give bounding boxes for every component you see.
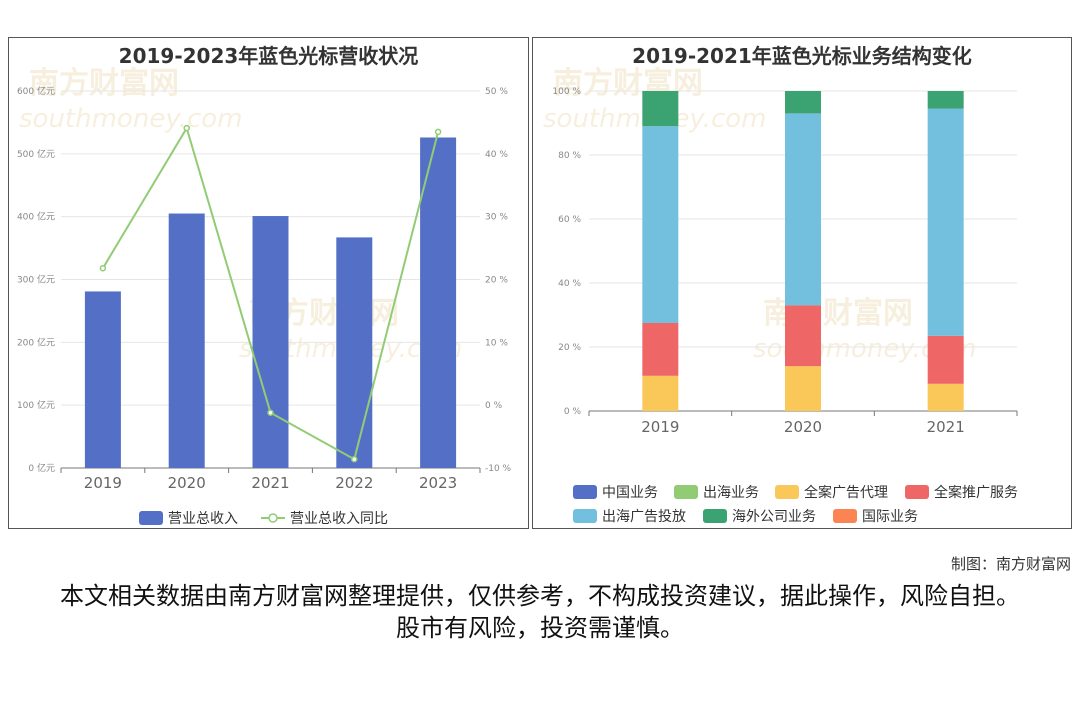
legend-label-revenue: 营业总收入 [168, 511, 238, 527]
x-tick-label: 2023 [419, 474, 457, 492]
chart-credit: 制图：南方财富网 [950, 555, 1071, 573]
y-left-tick-label: 500 亿元 [17, 148, 55, 160]
x-tick-label: 2020 [784, 418, 822, 436]
stacked-segment [642, 91, 679, 127]
y-right-tick-label: 0 % [485, 401, 503, 411]
stacked-segment [785, 305, 821, 367]
business-structure-chart: 南方财富网southmoney.com南方财富网southmoney.com0 … [543, 66, 1018, 525]
legend-swatch [703, 509, 727, 523]
x-tick-label: 2019 [84, 474, 122, 492]
legend-swatch [775, 485, 799, 499]
stacked-segment [785, 366, 821, 411]
yoy-point [99, 264, 107, 272]
legend-label: 中国业务 [602, 485, 658, 501]
stacked-segment [785, 91, 821, 114]
yoy-point [351, 455, 358, 463]
y-tick-label: 80 % [558, 151, 581, 161]
legend-label: 出海业务 [703, 485, 759, 501]
y-tick-label: 100 % [552, 87, 581, 97]
y-right-tick-label: 10 % [485, 338, 508, 348]
y-left-tick-label: 600 亿元 [17, 85, 55, 97]
legend-swatch-yoy-marker [268, 513, 278, 523]
legend-swatch [674, 485, 698, 499]
stacked-segment [927, 383, 964, 411]
x-tick-label: 2019 [641, 418, 679, 436]
y-left-tick-label: 100 亿元 [17, 399, 55, 411]
legend-label-yoy: 营业总收入同比 [290, 511, 388, 527]
y-right-tick-label: -10 % [485, 464, 512, 474]
legend-label: 出海广告投放 [602, 509, 686, 525]
y-left-tick-label: 400 亿元 [17, 211, 55, 223]
y-tick-label: 0 % [564, 407, 582, 417]
legend-swatch [905, 485, 929, 499]
revenue-bar [168, 213, 205, 468]
yoy-point [434, 128, 442, 136]
x-tick-label: 2021 [251, 474, 289, 492]
y-tick-label: 40 % [558, 279, 581, 289]
y-right-tick-label: 40 % [485, 150, 508, 160]
business-structure-chart-panel: 南方财富网southmoney.com南方财富网southmoney.com0 … [532, 37, 1072, 529]
y-left-tick-label: 200 亿元 [17, 336, 55, 348]
y-tick-label: 20 % [558, 343, 581, 353]
stacked-segment [642, 323, 679, 376]
svg-text:南方财富网: 南方财富网 [29, 66, 179, 101]
legend-label: 全案推广服务 [934, 484, 1018, 501]
y-right-tick-label: 20 % [485, 276, 508, 286]
stacked-segment [927, 335, 964, 384]
disclaimer-text: 本文相关数据由南方财富网整理提供，仅供参考，不构成投资建议，据此操作，风险自担。… [60, 582, 1020, 642]
legend-label: 全案广告代理 [804, 484, 888, 501]
revenue-bar [84, 291, 121, 468]
revenue-bar [420, 137, 457, 468]
y-tick-label: 60 % [558, 215, 581, 225]
y-right-tick-label: 50 % [485, 87, 508, 97]
stacked-segment [785, 113, 821, 306]
business-structure-chart-title: 2019-2021年蓝色光标业务结构变化 [632, 44, 972, 68]
legend-label: 国际业务 [862, 509, 918, 525]
yoy-point [183, 124, 190, 132]
revenue-bar [336, 237, 373, 468]
legend-swatch-revenue [139, 511, 163, 525]
legend-swatch [833, 509, 857, 523]
x-tick-label: 2021 [927, 418, 965, 436]
x-tick-label: 2022 [335, 474, 373, 492]
y-left-tick-label: 0 亿元 [28, 462, 55, 474]
revenue-chart-title: 2019-2023年蓝色光标营收状况 [118, 44, 419, 68]
yoy-point [267, 409, 274, 416]
legend-label: 海外公司业务 [732, 509, 816, 525]
stacked-segment [927, 108, 964, 336]
legend-swatch [573, 509, 597, 523]
legend-swatch [573, 485, 597, 499]
x-tick-label: 2020 [168, 474, 206, 492]
y-left-tick-label: 300 亿元 [17, 274, 55, 286]
stacked-segment [927, 91, 964, 109]
revenue-bar [252, 216, 289, 468]
svg-text:southmoney.com: southmoney.com [19, 104, 242, 134]
stacked-segment [642, 375, 679, 411]
y-right-tick-label: 30 % [485, 213, 508, 223]
stacked-segment [642, 126, 679, 323]
